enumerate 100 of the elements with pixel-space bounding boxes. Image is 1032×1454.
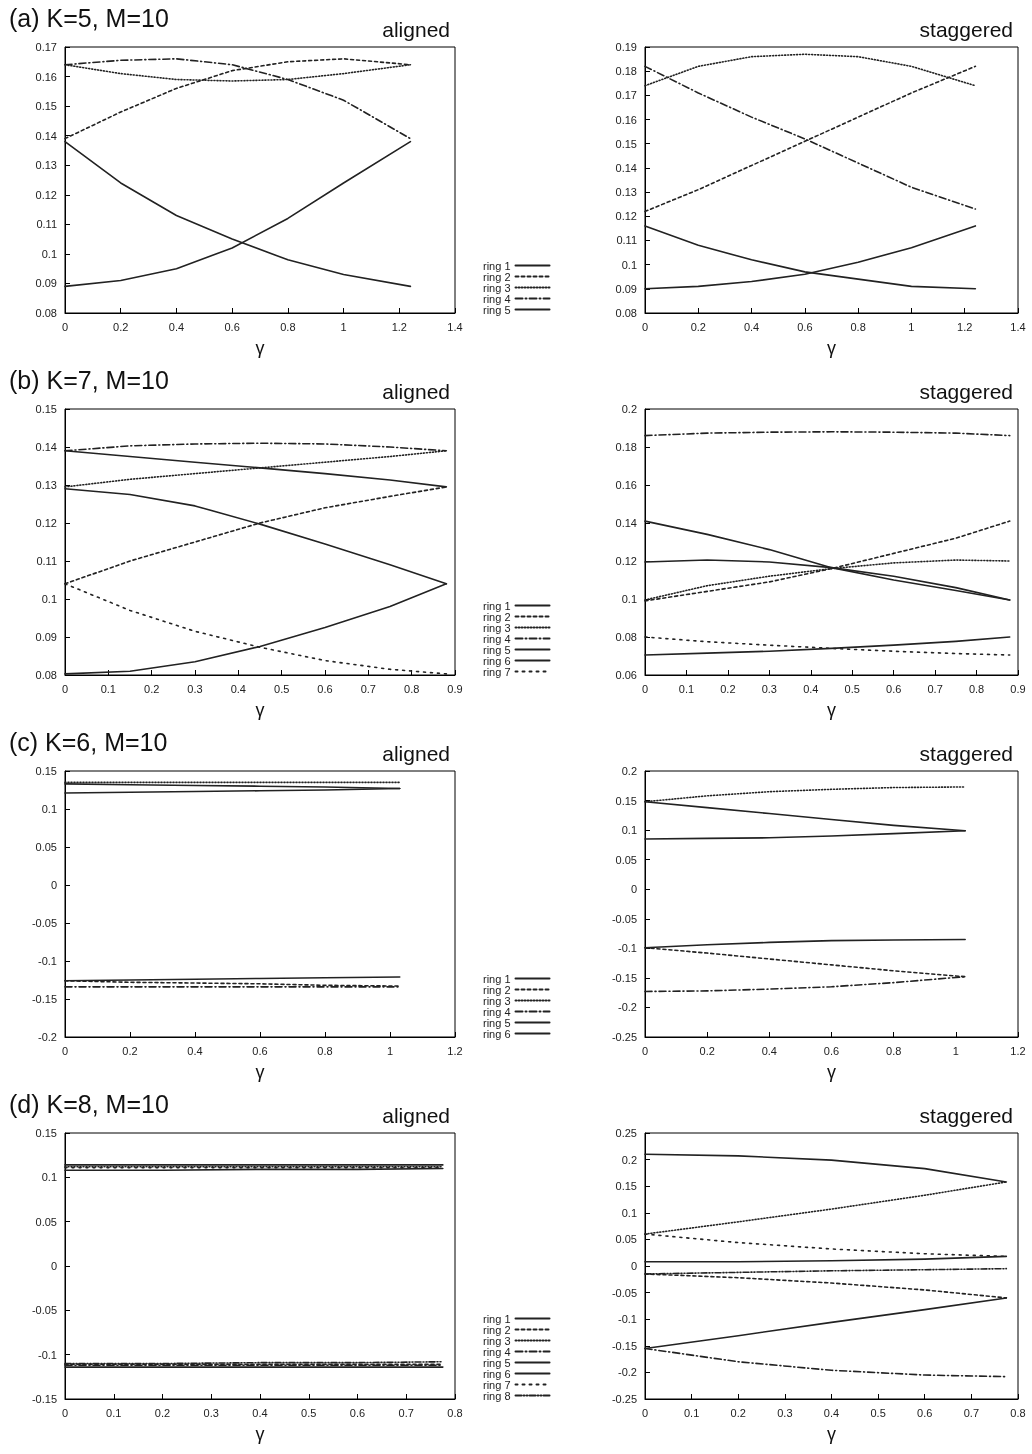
x-axis-title: γ — [255, 338, 265, 358]
x-tick-label: 0.3 — [761, 682, 777, 695]
chart-subtitle: aligned — [382, 1104, 451, 1127]
y-tick-label: 0.25 — [615, 1127, 637, 1139]
x-axis-title: γ — [255, 700, 265, 720]
y-tick-label: 0 — [50, 1260, 57, 1272]
legend-label: ring 8 — [482, 1389, 511, 1402]
x-tick-label: 0.6 — [317, 682, 333, 695]
chart-title: (b) K=7, M=10 — [9, 365, 169, 394]
x-tick-label: 0.4 — [187, 1044, 203, 1057]
y-tick-label: 0.09 — [615, 282, 637, 295]
y-tick-label: 0.1 — [41, 247, 57, 260]
legend-label: ring 4 — [482, 1005, 511, 1018]
y-tick-label: 0.15 — [35, 100, 57, 113]
y-tick-label: 0.14 — [35, 129, 57, 142]
y-tick-label: -0.1 — [38, 1348, 57, 1361]
y-tick-label: 0.1 — [41, 803, 57, 815]
legend-label: ring 2 — [482, 1323, 511, 1336]
legend-label: ring 4 — [482, 292, 511, 305]
y-tick-label: 0.15 — [615, 794, 637, 807]
y-tick-label: 0.16 — [615, 479, 637, 491]
x-tick-label: 0.8 — [850, 320, 866, 333]
y-tick-label: 0.1 — [41, 593, 57, 605]
x-tick-label: 0.4 — [761, 1044, 777, 1057]
x-tick-label: 0.7 — [927, 682, 943, 695]
y-tick-label: 0.13 — [35, 159, 57, 172]
x-tick-label: 1.2 — [1010, 1044, 1026, 1057]
y-tick-label: -0.05 — [31, 917, 57, 929]
x-tick-label: 1.2 — [391, 320, 407, 333]
y-tick-label: 0.13 — [35, 479, 57, 491]
legend-label: ring 6 — [482, 1367, 511, 1380]
x-tick-label: 0.6 — [797, 320, 813, 333]
y-tick-label: 0.12 — [35, 517, 57, 529]
y-tick-label: -0.05 — [31, 1304, 57, 1317]
x-tick-label: 0.2 — [154, 1406, 171, 1419]
legend-label: ring 4 — [482, 1345, 511, 1358]
y-tick-label: 0.05 — [35, 841, 57, 853]
chart-subtitle: aligned — [382, 742, 451, 765]
y-tick-label: -0.15 — [611, 971, 637, 984]
chart-subtitle: aligned — [382, 18, 451, 41]
x-tick-label: 0 — [61, 682, 69, 695]
x-tick-label: 0 — [641, 1044, 649, 1057]
y-tick-label: 0 — [630, 883, 637, 896]
y-tick-label: -0.15 — [31, 1393, 57, 1405]
x-tick-label: 0.9 — [447, 682, 463, 695]
y-tick-label: 0.16 — [35, 70, 57, 83]
x-tick-label: 0.6 — [823, 1044, 840, 1057]
x-tick-label: 0.1 — [683, 1406, 700, 1419]
legend-label: ring 5 — [482, 1016, 511, 1029]
legend-label: ring 3 — [482, 994, 511, 1007]
y-tick-label: 0.11 — [616, 234, 637, 247]
y-tick-label: 0.18 — [615, 441, 637, 453]
x-tick-label: 0.8 — [317, 1044, 333, 1057]
y-tick-label: -0.15 — [31, 993, 57, 1005]
x-tick-label: 1.4 — [1010, 320, 1026, 333]
chart-subtitle: staggered — [919, 380, 1013, 403]
x-tick-label: 0.1 — [678, 682, 695, 695]
x-tick-label: 1 — [952, 1044, 959, 1057]
y-tick-label: 0.19 — [615, 41, 637, 53]
y-tick-label: 0.05 — [35, 1215, 57, 1228]
x-tick-label: 0.8 — [968, 682, 985, 695]
x-tick-label: 0.7 — [963, 1406, 980, 1419]
x-tick-label: 0.2 — [699, 1044, 715, 1057]
y-tick-label: 0.09 — [35, 277, 57, 290]
y-tick-label: 0.16 — [615, 113, 637, 126]
x-tick-label: 0 — [641, 1406, 649, 1419]
legend-label: ring 3 — [482, 1334, 511, 1347]
chart-subtitle: staggered — [919, 742, 1013, 765]
chart-subtitle: aligned — [382, 380, 451, 403]
y-tick-label: 0.1 — [41, 1171, 57, 1184]
x-tick-label: 0.8 — [280, 320, 296, 333]
x-tick-label: 0 — [641, 682, 649, 695]
legend-label: ring 7 — [482, 665, 511, 678]
legend-label: ring 3 — [482, 621, 511, 634]
x-axis-title: γ — [827, 338, 836, 358]
x-tick-label: 0.4 — [803, 682, 819, 695]
y-tick-label: 0.12 — [615, 555, 637, 567]
x-tick-label: 0.3 — [777, 1406, 793, 1419]
x-tick-label: 0 — [61, 320, 69, 333]
x-tick-label: 0.2 — [122, 1044, 138, 1057]
y-tick-label: 0.15 — [615, 1180, 637, 1193]
x-tick-label: 0.5 — [870, 1406, 886, 1419]
y-tick-label: 0.17 — [35, 41, 57, 53]
y-tick-label: -0.05 — [611, 1286, 637, 1299]
y-tick-label: 0.08 — [35, 669, 57, 681]
chart-title: (d) K=8, M=10 — [9, 1089, 169, 1118]
y-tick-label: 0 — [50, 879, 57, 891]
legend-label: ring 7 — [482, 1378, 511, 1391]
y-tick-label: 0.1 — [621, 593, 637, 605]
y-tick-label: -0.2 — [618, 1001, 637, 1014]
y-tick-label: 0.2 — [621, 1153, 637, 1166]
y-tick-label: 0.2 — [621, 403, 637, 415]
legend-label: ring 5 — [482, 643, 511, 656]
chart-subtitle: staggered — [919, 18, 1013, 41]
y-tick-label: 0.05 — [615, 853, 637, 866]
x-tick-label: 0.8 — [404, 682, 420, 695]
y-tick-label: 0.1 — [621, 1206, 637, 1219]
x-tick-label: 1 — [340, 320, 347, 333]
y-tick-label: 0.06 — [615, 669, 637, 681]
y-tick-label: 0.11 — [36, 218, 57, 231]
